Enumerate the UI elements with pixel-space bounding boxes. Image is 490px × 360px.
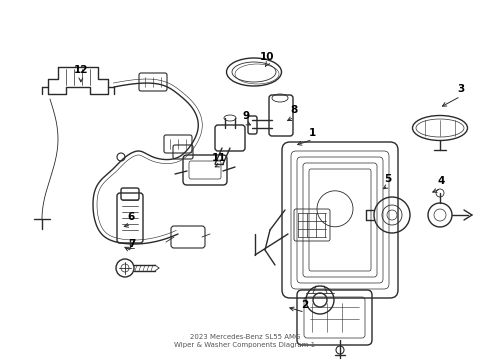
- Text: 3: 3: [457, 84, 464, 94]
- Text: 2023 Mercedes-Benz SL55 AMG
Wiper & Washer Components Diagram 1: 2023 Mercedes-Benz SL55 AMG Wiper & Wash…: [174, 334, 316, 348]
- Text: 6: 6: [128, 212, 135, 222]
- Text: 4: 4: [437, 176, 445, 186]
- Text: 12: 12: [74, 65, 88, 75]
- Text: 5: 5: [385, 174, 392, 184]
- Text: 1: 1: [309, 127, 316, 138]
- Text: 8: 8: [291, 105, 297, 115]
- Text: 10: 10: [260, 52, 274, 62]
- Text: 9: 9: [243, 111, 249, 121]
- Text: 7: 7: [128, 239, 136, 249]
- Text: 2: 2: [301, 300, 308, 310]
- Text: 11: 11: [212, 153, 227, 163]
